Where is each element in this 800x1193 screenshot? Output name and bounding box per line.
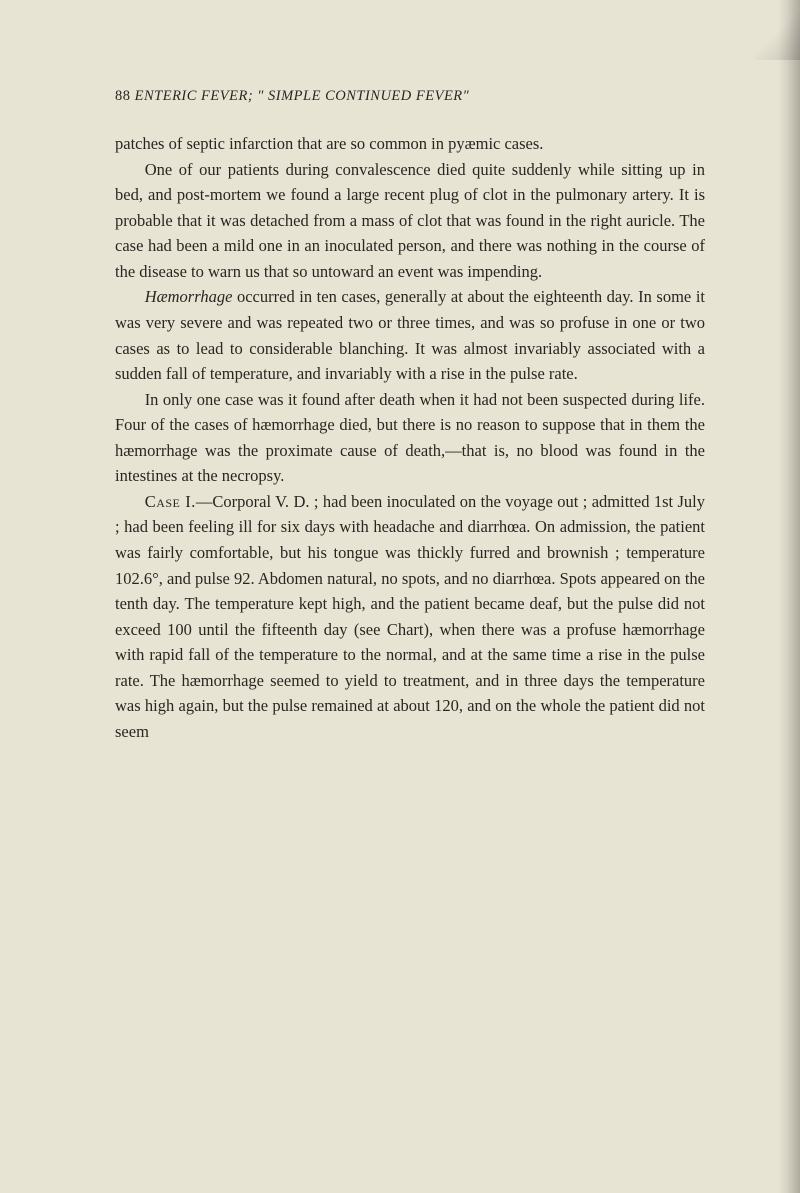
paragraph-5: Case I.—Corporal V. D. ; had been inocul… [115,489,705,745]
page-number: 88 [115,88,131,104]
paragraph-3: Hæmorrhage occurred in ten cases, genera… [115,284,705,386]
header-title-caps: ENTERIC FEVER; [135,88,254,104]
p5-body: —Corporal V. D. ; had been inoculated on… [115,492,705,741]
page-corner-shadow [755,0,800,60]
page-edge-shadow [778,0,800,1193]
paragraph-4: In only one case was it found after deat… [115,387,705,489]
p3-lead-italic: Hæmorrhage [145,287,233,306]
header-title-quoted: " SIMPLE CONTINUED FEVER" [257,88,469,104]
running-header: 88 ENTERIC FEVER; " SIMPLE CONTINUED FEV… [115,88,705,105]
page-content: 88 ENTERIC FEVER; " SIMPLE CONTINUED FEV… [0,0,800,815]
paragraph-2: One of our patients during convalescence… [115,157,705,285]
body-text: patches of septic infarction that are so… [115,131,705,745]
p5-lead-smallcaps: Case I. [145,492,196,511]
paragraph-1: patches of septic infarction that are so… [115,131,705,157]
